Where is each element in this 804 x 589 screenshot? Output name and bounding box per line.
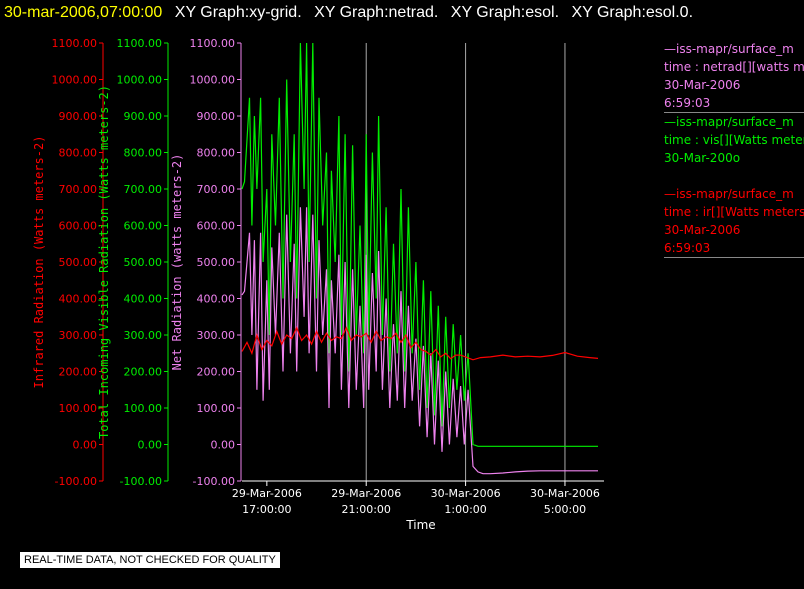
legend-ir-variable: time : ir[][Watts meters [664, 205, 804, 219]
y-tick-label: 600.00 [59, 220, 98, 233]
legend-netrad-date: 30-Mar-2006 [664, 78, 741, 92]
x-tick-label-time: 17:00:00 [242, 503, 291, 516]
y-tick-label: 1100.00 [190, 37, 236, 50]
x-tick-label-time: 1:00:00 [444, 503, 486, 516]
quality-disclaimer: REAL-TIME DATA, NOT CHECKED FOR QUALITY [20, 552, 280, 568]
y-tick-label: 1100.00 [52, 37, 98, 50]
y-tick-label: 1000.00 [117, 74, 163, 87]
graph-title-netrad: XY Graph:netrad. [314, 4, 439, 21]
legend-vis-variable: time : vis[][Watts meter [664, 133, 804, 147]
legend-netrad-variable: time : netrad[][watts me [664, 60, 804, 74]
y-tick-label: 900.00 [124, 110, 163, 123]
y-axes: -100.00 0.00 100.00 200.00 300.00 400.00 500.0… [32, 37, 242, 488]
y-tick-label: -100.00 [120, 475, 162, 488]
y-tick-label: 900.00 [197, 110, 236, 123]
x-axis-label: Time [405, 518, 435, 532]
x-tick-label-date: 29-Mar-2006 [331, 487, 401, 500]
data-series [241, 42, 599, 475]
y-axis-label: Net Radiation (watts meters-2) [170, 154, 184, 371]
y-tick-label: 100.00 [197, 402, 236, 415]
legend-entry-vis: —iss-mapr/surface_m time : vis[][Watts m… [664, 113, 804, 167]
y-tick-label: 600.00 [197, 220, 236, 233]
y-tick-label: 300.00 [124, 329, 163, 342]
y-tick-label: 200.00 [197, 366, 236, 379]
x-tick-label-date: 29-Mar-2006 [232, 487, 302, 500]
legend-ir-time: 6:59:03 [664, 241, 711, 255]
y-tick-label: 500.00 [59, 256, 98, 269]
y-tick-label: 100.00 [59, 402, 98, 415]
x-tick-label-date: 30-Mar-2006 [431, 487, 501, 500]
legend-entry-netrad: —iss-mapr/surface_m time : netrad[][watt… [664, 40, 804, 113]
graph-title-esol-0: XY Graph:esol.0. [571, 4, 694, 21]
series-line [241, 207, 598, 475]
y-tick-label: 1100.00 [117, 37, 163, 50]
y-tick-label: 700.00 [59, 183, 98, 196]
series-line [241, 326, 599, 361]
y-tick-label: 600.00 [124, 220, 163, 233]
timestamp: 30-mar-2006,07:00:00 [4, 4, 163, 21]
series-line [241, 42, 598, 447]
y-axis-label: Total Incoming Visible Radiation (Watts … [97, 85, 111, 439]
y-tick-label: 400.00 [59, 293, 98, 306]
y-tick-label: 100.00 [124, 402, 163, 415]
legend-netrad-source: —iss-mapr/surface_m [664, 42, 794, 56]
legend-ir-source: —iss-mapr/surface_m [664, 187, 794, 201]
y-tick-label: 0.00 [138, 439, 163, 452]
y-tick-label: 400.00 [197, 293, 236, 306]
y-tick-label: 400.00 [124, 293, 163, 306]
header-bar: 30-mar-2006,07:00:00 XY Graph:xy-grid. X… [4, 2, 693, 24]
vertical-gridlines [365, 43, 566, 481]
y-tick-label: 700.00 [124, 183, 163, 196]
legend-vis-source: —iss-mapr/surface_m [664, 115, 794, 129]
y-tick-label: 500.00 [124, 256, 163, 269]
x-tick-label-time: 21:00:00 [342, 503, 391, 516]
y-tick-label: 1000.00 [52, 74, 98, 87]
y-tick-label: 0.00 [211, 439, 236, 452]
y-tick-label: 1000.00 [190, 74, 236, 87]
y-tick-label: 800.00 [59, 147, 98, 160]
y-tick-label: 0.00 [73, 439, 98, 452]
y-tick-label: -100.00 [55, 475, 97, 488]
x-axis: 29-Mar-2006 17:00:00 29-Mar-2006 21:00:00 30… [232, 480, 604, 532]
y-tick-label: 800.00 [124, 147, 163, 160]
y-axis-label: Infrared Radiation (Watts meters-2) [32, 136, 46, 389]
y-tick-label: 200.00 [59, 366, 98, 379]
y-tick-label: 900.00 [59, 110, 98, 123]
graph-title-esol: XY Graph:esol. [450, 4, 560, 21]
y-tick-label: 300.00 [197, 329, 236, 342]
y-tick-label: 700.00 [197, 183, 236, 196]
y-tick-label: -100.00 [193, 475, 235, 488]
x-tick-label-time: 5:00:00 [544, 503, 586, 516]
graph-title-xy-grid: XY Graph:xy-grid. [174, 4, 302, 21]
y-tick-label: 200.00 [124, 366, 163, 379]
y-tick-label: 800.00 [197, 147, 236, 160]
x-tick-label-date: 30-Mar-2006 [530, 487, 600, 500]
legend-ir-date: 30-Mar-2006 [664, 223, 741, 237]
y-tick-label: 500.00 [197, 256, 236, 269]
legend-netrad-time: 6:59:03 [664, 96, 711, 110]
legend-vis-date: 30-Mar-200o [664, 151, 741, 165]
legend-entry-ir: —iss-mapr/surface_m time : ir[][Watts me… [664, 185, 804, 258]
y-tick-label: 300.00 [59, 329, 98, 342]
